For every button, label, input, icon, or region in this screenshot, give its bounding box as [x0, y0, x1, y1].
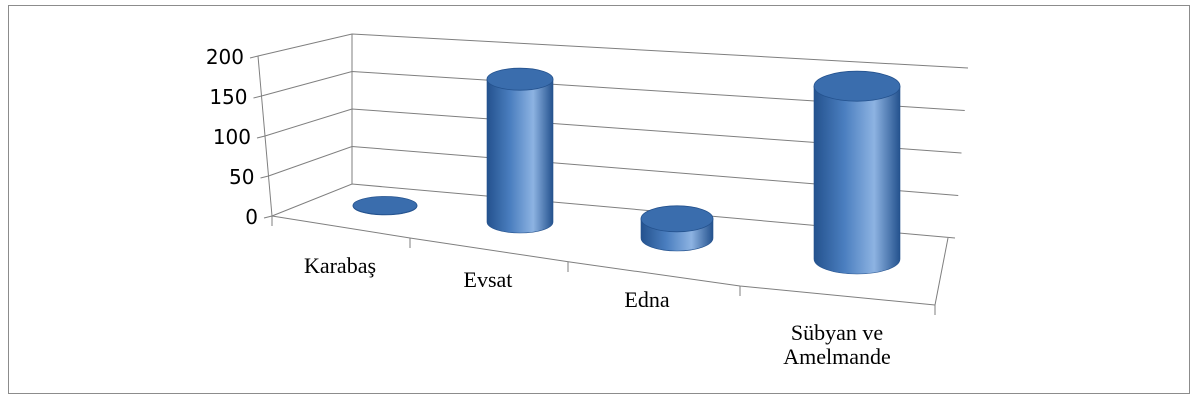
axis-layer [249, 34, 949, 315]
y-tick-mark [263, 215, 273, 219]
chart-frame [8, 5, 1190, 394]
cylinder-bar [640, 205, 714, 252]
cylinder-top [486, 67, 554, 91]
y-tick-mark [260, 175, 269, 179]
y-tick-label: 0 [245, 205, 258, 229]
cylinder-body [486, 78, 554, 234]
x-axis-front [271, 215, 936, 306]
cylinder-bar [352, 196, 418, 216]
y-axis-front [257, 55, 273, 217]
cylinder-bar [813, 70, 901, 275]
y-tick-mark [253, 95, 262, 99]
x-category-label: Karabaş [304, 253, 376, 278]
y-tick-label: 50 [229, 165, 254, 189]
cylinder-top [352, 196, 418, 215]
x-category-label: Edna [624, 287, 669, 312]
y-tick-mark [249, 55, 259, 59]
bar-layer [352, 67, 901, 275]
cylinder-bar [486, 67, 554, 234]
y-tick-label: 150 [209, 85, 247, 109]
y-tick-label: 100 [213, 125, 251, 149]
gridline [257, 33, 969, 69]
x-category-label: Sübyan ve Amelmande [783, 320, 891, 369]
cylinder-body [813, 85, 901, 275]
x-category-label: Evsat [464, 267, 513, 292]
y-tick-label: 200 [206, 45, 244, 69]
label-layer: 0 50 100 150 200 Karabaş Evsat Edna Sübyan ve Ame… [206, 45, 891, 369]
y-tick-mark [256, 135, 266, 139]
cylinder-top [813, 70, 901, 102]
x-axis-right [934, 237, 949, 306]
cylinder-top [640, 205, 714, 233]
